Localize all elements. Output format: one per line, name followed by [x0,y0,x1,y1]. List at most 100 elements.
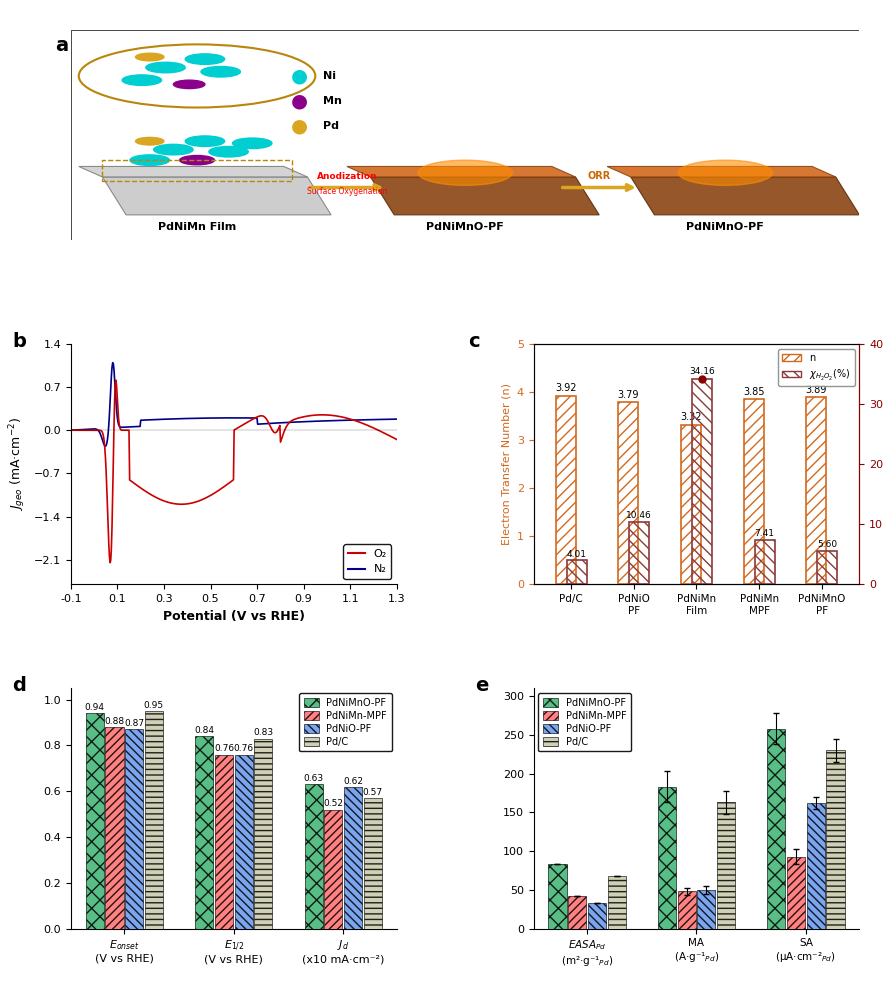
Circle shape [185,54,225,64]
Text: 0.94: 0.94 [85,703,105,712]
Text: Mn: Mn [323,96,342,106]
Bar [618,402,638,585]
Legend: PdNiMnO-PF, PdNiMn-MPF, PdNiO-PF, Pd/C: PdNiMnO-PF, PdNiMn-MPF, PdNiO-PF, Pd/C [299,693,392,752]
X-axis label: Potential (V vs RHE): Potential (V vs RHE) [163,610,305,622]
Y-axis label: $\chi_{H_2O_2}$ (%): $\chi_{H_2O_2}$ (%) [885,439,886,489]
Bar [548,864,566,929]
O₂ [385,430,395,442]
Bar [587,903,606,929]
N₂ [66,424,76,436]
Bar [692,379,711,585]
Polygon shape [607,166,835,177]
Text: ●: ● [291,92,308,111]
Bar [364,798,382,929]
O₂ [66,424,76,436]
Bar [344,786,362,929]
Text: Ni: Ni [323,71,336,81]
Circle shape [209,146,248,157]
N₂ [385,413,395,425]
Text: Anodization: Anodization [316,172,377,181]
Bar [806,397,827,585]
Circle shape [153,144,193,155]
Circle shape [418,160,512,186]
O₂ [334,411,345,423]
Bar [608,876,626,929]
Text: b: b [12,332,26,351]
N₂ [100,441,111,453]
Text: 3.79: 3.79 [618,389,639,400]
Circle shape [136,53,164,61]
Line: N₂: N₂ [71,363,397,447]
Legend: n, $\chi_{H_2O_2}(\%)$: n, $\chi_{H_2O_2}(\%)$ [778,349,855,386]
Text: 0.76: 0.76 [234,744,253,754]
O₂ [223,477,234,489]
Y-axis label: Electron Transfer Number (n): Electron Transfer Number (n) [501,383,511,545]
Bar [324,809,343,929]
Text: 0.52: 0.52 [323,799,344,808]
Bar [697,890,715,929]
N₂ [222,412,232,424]
Polygon shape [103,177,331,214]
Bar [678,891,696,929]
Text: d: d [12,676,26,696]
Text: Pd: Pd [323,122,339,131]
Text: PdNiMn Film: PdNiMn Film [158,221,237,231]
Circle shape [136,137,164,145]
Text: 3.32: 3.32 [680,412,702,422]
Polygon shape [346,166,576,177]
Circle shape [122,75,161,85]
O₂ [222,478,232,490]
Bar [755,539,774,585]
Text: PdNiMnO-PF: PdNiMnO-PF [687,221,765,231]
Text: 4.01: 4.01 [567,549,587,558]
Bar [629,522,649,585]
Text: 0.62: 0.62 [343,777,363,785]
Circle shape [232,138,272,148]
N₂ [334,415,345,427]
Circle shape [180,155,214,165]
Polygon shape [631,177,859,214]
Bar [144,711,163,929]
Circle shape [146,62,185,73]
Text: 0.88: 0.88 [105,717,125,726]
Legend: O₂, N₂: O₂, N₂ [344,544,391,579]
Text: 3.85: 3.85 [743,386,765,397]
Text: e: e [475,676,488,696]
N₂ [392,413,402,425]
Polygon shape [79,166,307,177]
Bar [125,729,144,929]
Circle shape [174,80,205,89]
Text: 5.60: 5.60 [817,539,837,549]
Text: 34.16: 34.16 [689,367,715,376]
Line: O₂: O₂ [71,380,397,562]
Text: 10.46: 10.46 [626,511,652,520]
Text: 0.63: 0.63 [304,775,323,783]
Legend: PdNiMnO-PF, PdNiMn-MPF, PdNiO-PF, Pd/C: PdNiMnO-PF, PdNiMn-MPF, PdNiO-PF, Pd/C [539,693,631,752]
O₂ [392,434,402,446]
Text: 3.89: 3.89 [805,385,827,395]
Text: 0.84: 0.84 [194,726,214,735]
O₂ [260,413,271,425]
Bar [568,896,587,929]
Text: c: c [469,332,480,351]
Bar [195,736,214,929]
Bar [567,560,587,585]
Text: PdNiMnO-PF: PdNiMnO-PF [426,221,504,231]
Text: ●: ● [291,117,308,136]
Text: 0.76: 0.76 [214,744,234,754]
O₂ [105,556,115,568]
Bar [305,784,323,929]
N₂ [107,357,118,369]
Text: ●: ● [291,66,308,85]
Bar [556,396,576,585]
Bar [767,728,786,929]
N₂ [260,418,271,430]
O₂ [111,374,121,386]
Text: 0.57: 0.57 [362,788,383,797]
Bar [658,786,676,929]
O₂ [243,416,253,428]
Text: Surface Oxygenation: Surface Oxygenation [307,187,387,196]
Polygon shape [370,177,599,214]
Bar [818,550,837,585]
Text: 3.92: 3.92 [555,383,577,393]
